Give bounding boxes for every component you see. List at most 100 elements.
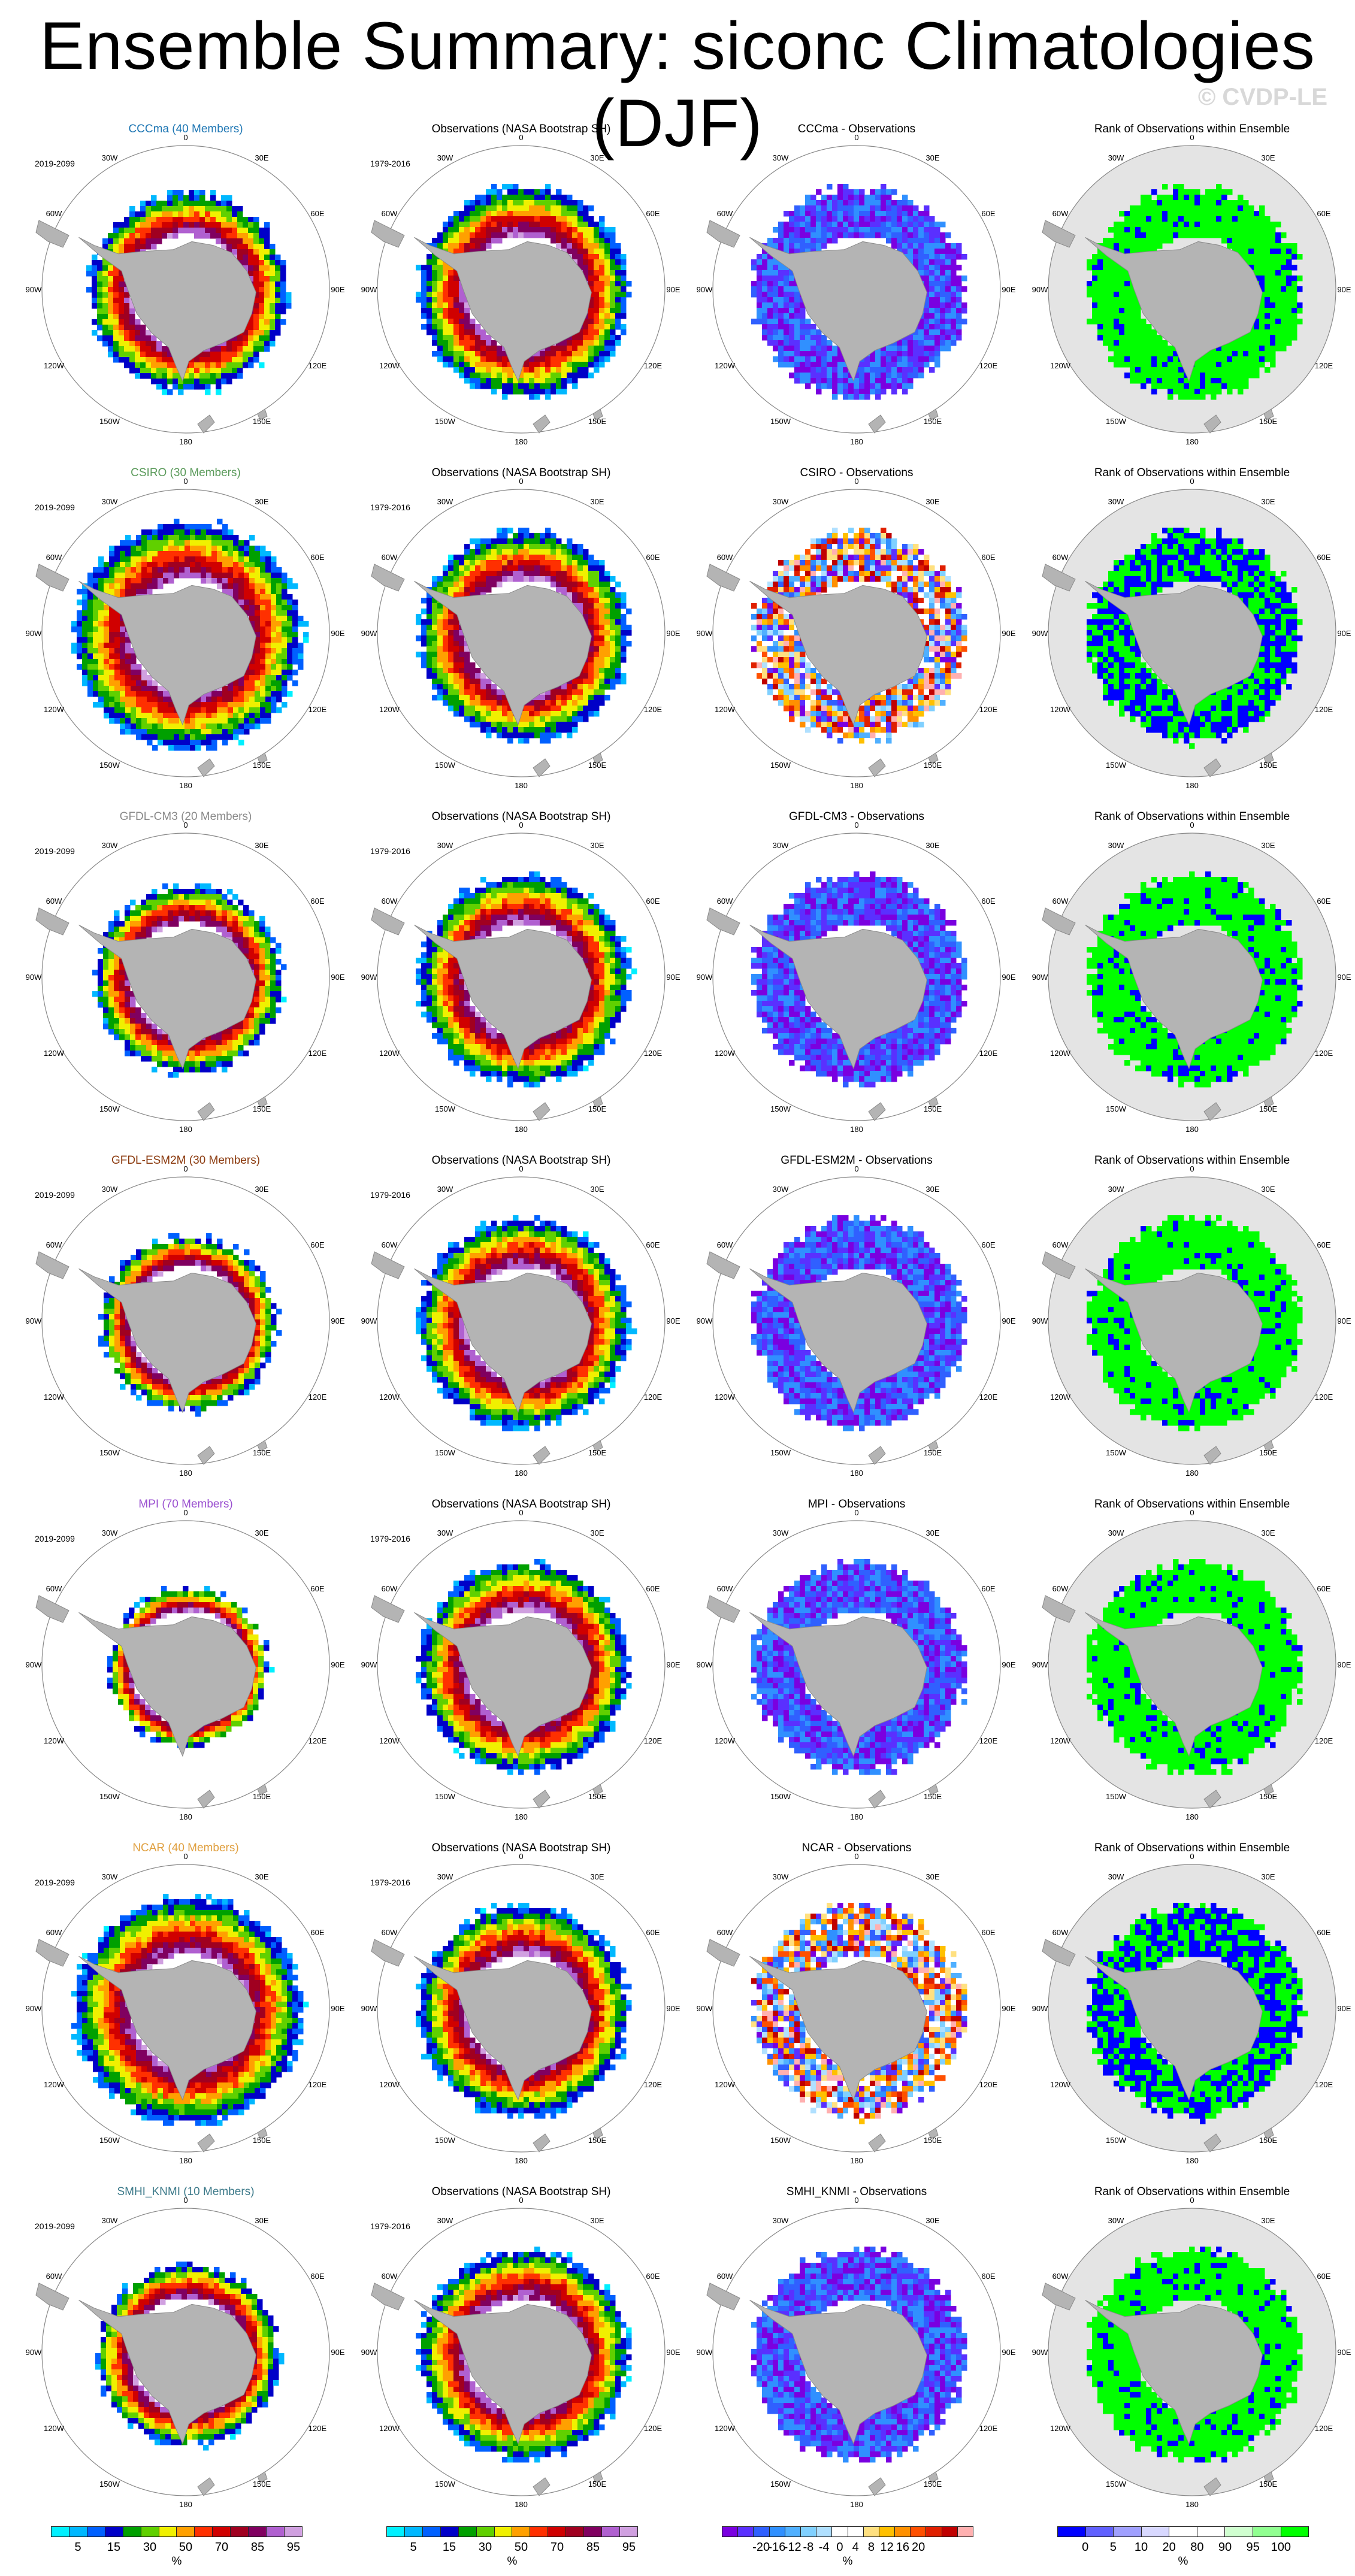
longitude-label: 180 bbox=[1185, 1125, 1199, 1134]
sea-ice-field bbox=[1087, 1559, 1303, 1775]
longitude-label: 120W bbox=[379, 1393, 400, 1401]
longitude-label: 60W bbox=[1052, 897, 1069, 906]
longitude-label: 90W bbox=[26, 973, 42, 982]
colorbar-tick-label: 30 bbox=[479, 2541, 492, 2554]
map-panel-model: SMHI_KNMI (10 Members) 2019-2099 0 30E 60E 90… bbox=[18, 2185, 353, 2529]
colorbar-tick-label: -16 bbox=[768, 2541, 785, 2554]
antarctica-landmass bbox=[414, 1612, 592, 1757]
panel-title: Rank of Observations within Ensemble bbox=[1024, 2185, 1355, 2199]
map-panel-diff: GFDL-CM3 - Observations 0 30E 60E 90E 120E 150… bbox=[689, 810, 1024, 1154]
colorbar-swatch bbox=[476, 2527, 495, 2536]
colorbar-swatch bbox=[422, 2527, 441, 2536]
longitude-label: 150E bbox=[588, 417, 607, 426]
longitude-label: 120E bbox=[308, 1736, 327, 1745]
longitude-label: 120W bbox=[715, 705, 736, 714]
longitude-label: 0 bbox=[1190, 1852, 1194, 1861]
longitude-label: 120W bbox=[1050, 361, 1071, 370]
longitude-label: 180 bbox=[515, 1125, 528, 1134]
island-landmass bbox=[592, 2127, 603, 2139]
longitude-label: 90W bbox=[26, 2348, 42, 2357]
longitude-label: 90W bbox=[697, 973, 713, 982]
island-landmass bbox=[1263, 1096, 1274, 1108]
longitude-label: 30E bbox=[590, 153, 604, 162]
longitude-label: 60W bbox=[382, 1928, 398, 1937]
map-panel-model: NCAR (40 Members) 2019-2099 0 30E 60E 90E 120E… bbox=[18, 1842, 353, 2185]
island-landmass bbox=[928, 1784, 939, 1796]
south-america-landmass bbox=[1042, 564, 1076, 592]
longitude-label: 90W bbox=[26, 1316, 42, 1325]
longitude-label: 30W bbox=[1108, 1528, 1124, 1537]
south-america-landmass bbox=[371, 907, 405, 936]
longitude-label: 30E bbox=[255, 497, 268, 506]
panel-title: Rank of Observations within Ensemble bbox=[1024, 1154, 1355, 1167]
longitude-label: 60E bbox=[310, 553, 324, 562]
longitude-label: 90E bbox=[1002, 2004, 1015, 2013]
longitude-label: 60W bbox=[46, 209, 62, 218]
new-zealand-landmass bbox=[197, 1790, 215, 1809]
antarctica-landmass bbox=[1085, 1956, 1263, 2101]
polar-map: 0 30E 60E 90E 120E 150E 180 150W 120W 90W 60W 30W bbox=[697, 477, 1016, 790]
colorbar-unit-label: % bbox=[1057, 2555, 1309, 2568]
longitude-label: 0 bbox=[183, 477, 187, 486]
colorbar-swatch bbox=[494, 2527, 513, 2536]
longitude-label: 30W bbox=[437, 497, 453, 506]
polar-map: 0 30E 60E 90E 120E 150E 180 150W 120W 90W 60W 30W bbox=[1032, 133, 1351, 446]
new-zealand-landmass bbox=[533, 1446, 551, 1465]
colorbar-tick-label: 95 bbox=[622, 2541, 636, 2554]
longitude-label: 90E bbox=[666, 2348, 680, 2357]
panel-title: NCAR - Observations bbox=[689, 1842, 1024, 1855]
longitude-label: 180 bbox=[179, 2156, 192, 2165]
longitude-label: 150W bbox=[1106, 1448, 1127, 1457]
colorbar-swatch bbox=[602, 2527, 620, 2536]
longitude-label: 150E bbox=[924, 2480, 942, 2489]
period-label: 1979-2016 bbox=[370, 503, 410, 512]
antarctica-landmass bbox=[749, 1956, 927, 2101]
longitude-label: 90W bbox=[1032, 1316, 1048, 1325]
map-panel-diff: SMHI_KNMI - Observations 0 30E 60E 90E 120E 15… bbox=[689, 2185, 1024, 2529]
south-america-landmass bbox=[35, 907, 69, 936]
longitude-label: 150W bbox=[1106, 2480, 1127, 2489]
longitude-label: 150E bbox=[588, 2136, 607, 2145]
longitude-label: 60W bbox=[382, 1240, 398, 1249]
map-panel-obs: Observations (NASA Bootstrap SH) 1979-201… bbox=[353, 123, 689, 467]
longitude-label: 60W bbox=[382, 2272, 398, 2281]
sea-ice-field bbox=[1087, 1903, 1308, 2124]
colorbar-tick-label: 5 bbox=[410, 2541, 416, 2554]
polar-map: 0 30E 60E 90E 120E 150E 180 150W 120W 90W 60W 30W bbox=[697, 1164, 1016, 1478]
colorbar-tick-label: 90 bbox=[1218, 2541, 1232, 2554]
longitude-label: 30E bbox=[590, 1528, 604, 1537]
antarctica-landmass bbox=[1085, 924, 1263, 1070]
period-label: 1979-2016 bbox=[370, 1190, 410, 1200]
longitude-label: 120E bbox=[979, 1736, 998, 1745]
longitude-label: 60W bbox=[717, 553, 733, 562]
new-zealand-landmass bbox=[197, 2133, 215, 2153]
island-landmass bbox=[592, 2471, 603, 2483]
longitude-label: 30W bbox=[1108, 1872, 1124, 1881]
polar-map: 0 30E 60E 90E 120E 150E 180 150W 120W 90W 60W 30W bbox=[1032, 1508, 1351, 1821]
colorbar-tick-label: -20 bbox=[752, 2541, 770, 2554]
antarctica-landmass bbox=[1085, 1268, 1263, 1413]
new-zealand-landmass bbox=[868, 2477, 886, 2496]
longitude-label: 120E bbox=[644, 2424, 663, 2433]
longitude-label: 60W bbox=[717, 209, 733, 218]
longitude-label: 60W bbox=[717, 2272, 733, 2281]
longitude-label: 90W bbox=[1032, 973, 1048, 982]
south-america-landmass bbox=[371, 1939, 405, 1967]
colorbar-swatch bbox=[769, 2527, 785, 2536]
south-america-landmass bbox=[706, 220, 740, 248]
longitude-label: 90W bbox=[361, 973, 377, 982]
longitude-label: 120E bbox=[1315, 2424, 1333, 2433]
antarctica-landmass bbox=[749, 237, 927, 382]
longitude-label: 60W bbox=[382, 1584, 398, 1593]
longitude-label: 150W bbox=[770, 417, 791, 426]
longitude-label: 60E bbox=[646, 2272, 660, 2281]
longitude-label: 120E bbox=[644, 1393, 663, 1401]
longitude-label: 60E bbox=[646, 1584, 660, 1593]
longitude-label: 180 bbox=[1185, 1469, 1199, 1478]
sea-ice-field bbox=[1087, 528, 1303, 749]
map-panel-diff: MPI - Observations 0 30E 60E 90E 120E 150E 180 1… bbox=[689, 1498, 1024, 1842]
colorbar-unit-label: % bbox=[386, 2555, 638, 2568]
longitude-label: 30E bbox=[1261, 497, 1275, 506]
panel-title: GFDL-ESM2M (30 Members) bbox=[18, 1154, 353, 1167]
longitude-label: 120W bbox=[379, 2424, 400, 2433]
